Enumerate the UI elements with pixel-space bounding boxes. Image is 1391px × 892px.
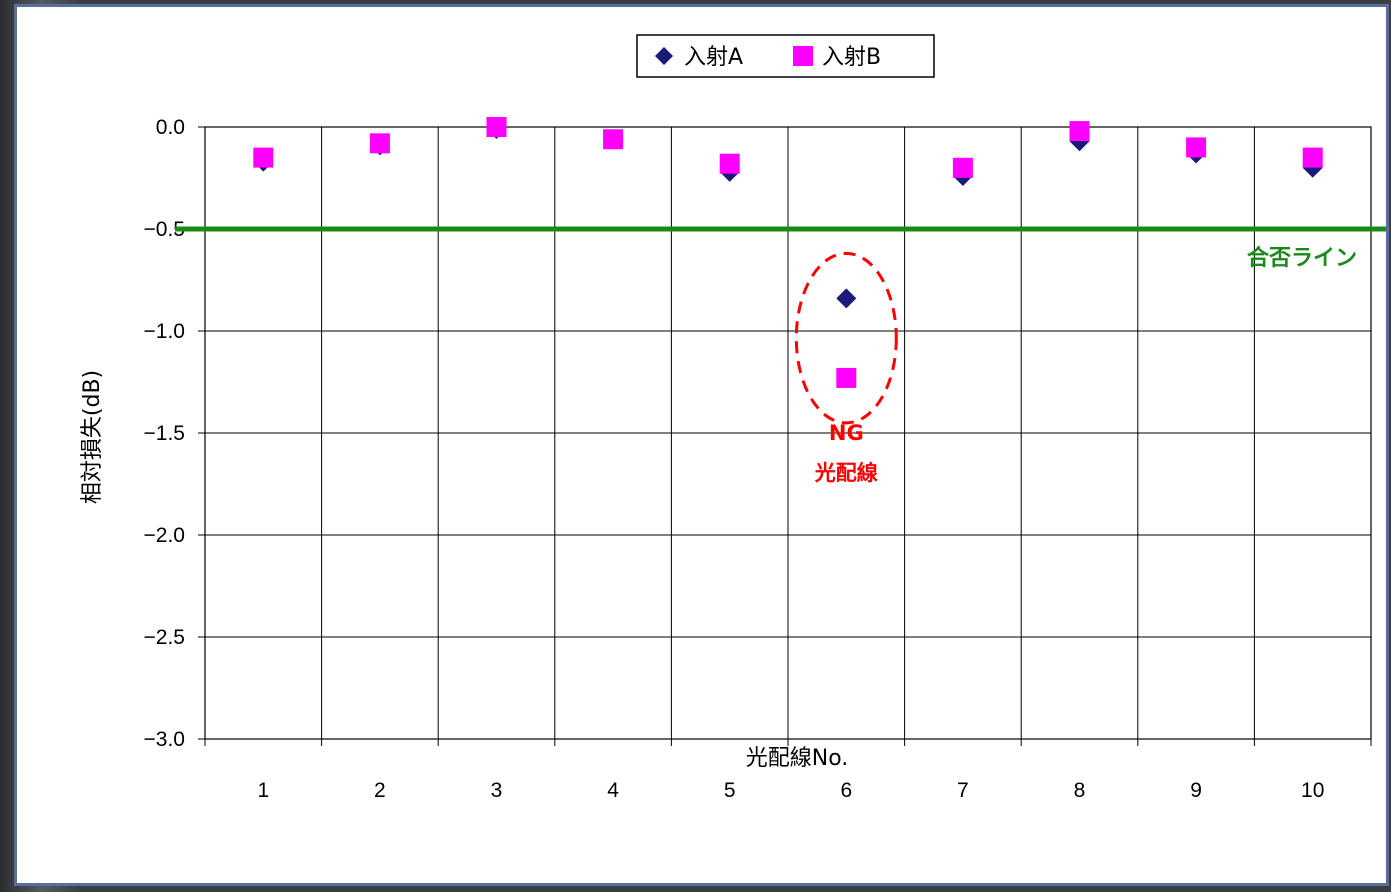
legend: 入射A 入射B bbox=[636, 34, 935, 78]
y-tick-label: −1.0 bbox=[144, 320, 185, 343]
y-tick-label: 0.0 bbox=[156, 116, 185, 139]
x-tick-label: 4 bbox=[607, 779, 619, 802]
grid bbox=[198, 126, 1372, 746]
point-series-b bbox=[1069, 121, 1090, 142]
ng-wiring-label: 光配線 bbox=[814, 461, 878, 485]
x-tick-label: 5 bbox=[724, 779, 736, 802]
x-tick-label: 7 bbox=[957, 779, 969, 802]
ng-annotation: NG 光配線 bbox=[794, 251, 898, 485]
x-tick-label: 8 bbox=[1074, 779, 1086, 802]
point-series-b bbox=[719, 153, 740, 174]
y-tick-label: −0.5 bbox=[144, 218, 185, 241]
ng-label: NG bbox=[829, 421, 864, 445]
y-tick-label: −2.5 bbox=[144, 626, 185, 649]
x-tick-label: 3 bbox=[491, 779, 503, 802]
ng-highlight-ellipse bbox=[794, 251, 898, 425]
x-tick-label: 2 bbox=[374, 779, 386, 802]
x-tick-label: 10 bbox=[1301, 779, 1324, 802]
point-series-b bbox=[836, 367, 857, 388]
point-series-b bbox=[253, 147, 274, 168]
point-series-a bbox=[836, 288, 857, 309]
chart-panel: 0.0 −0.5 −1.0 −1.5 −2.0 −2.5 −3.0 1 2 3 4 5 6 7 8 9 10 … bbox=[14, 4, 1389, 886]
threshold: 合否ライン bbox=[175, 226, 1386, 271]
x-axis-label: 光配線No. bbox=[746, 746, 849, 771]
y-tick-label: −3.0 bbox=[144, 728, 185, 751]
point-series-b bbox=[1302, 147, 1323, 168]
y-tick-labels: 0.0 −0.5 −1.0 −1.5 −2.0 −2.5 −3.0 bbox=[144, 116, 185, 751]
data-points bbox=[253, 117, 1323, 388]
x-tick-label: 1 bbox=[257, 779, 269, 802]
y-tick-label: −2.0 bbox=[144, 524, 185, 547]
point-series-b bbox=[603, 129, 624, 150]
threshold-label: 合否ライン bbox=[1247, 245, 1357, 271]
legend-label-a: 入射A bbox=[684, 45, 743, 70]
x-tick-labels: 1 2 3 4 5 6 7 8 9 10 bbox=[257, 779, 1324, 802]
point-series-b bbox=[1186, 137, 1207, 158]
y-tick-label: −1.5 bbox=[144, 422, 185, 445]
point-series-b bbox=[952, 157, 973, 178]
scatter-chart: 0.0−0.5−1.0−1.5−2.0−2.5−3.0 1 2 3 4 5 6 7 8 9 10 … bbox=[80, 34, 1386, 802]
x-tick-label: 6 bbox=[840, 779, 852, 802]
point-series-b bbox=[486, 117, 507, 137]
legend-label-b: 入射B bbox=[822, 45, 881, 70]
y-axis-label: 相対損失(dB) bbox=[80, 370, 105, 504]
point-series-b bbox=[369, 133, 390, 154]
legend-diamond-marker bbox=[655, 47, 673, 65]
legend-square-marker bbox=[793, 46, 813, 66]
x-tick-label: 9 bbox=[1190, 779, 1202, 802]
legend-box bbox=[636, 34, 935, 78]
